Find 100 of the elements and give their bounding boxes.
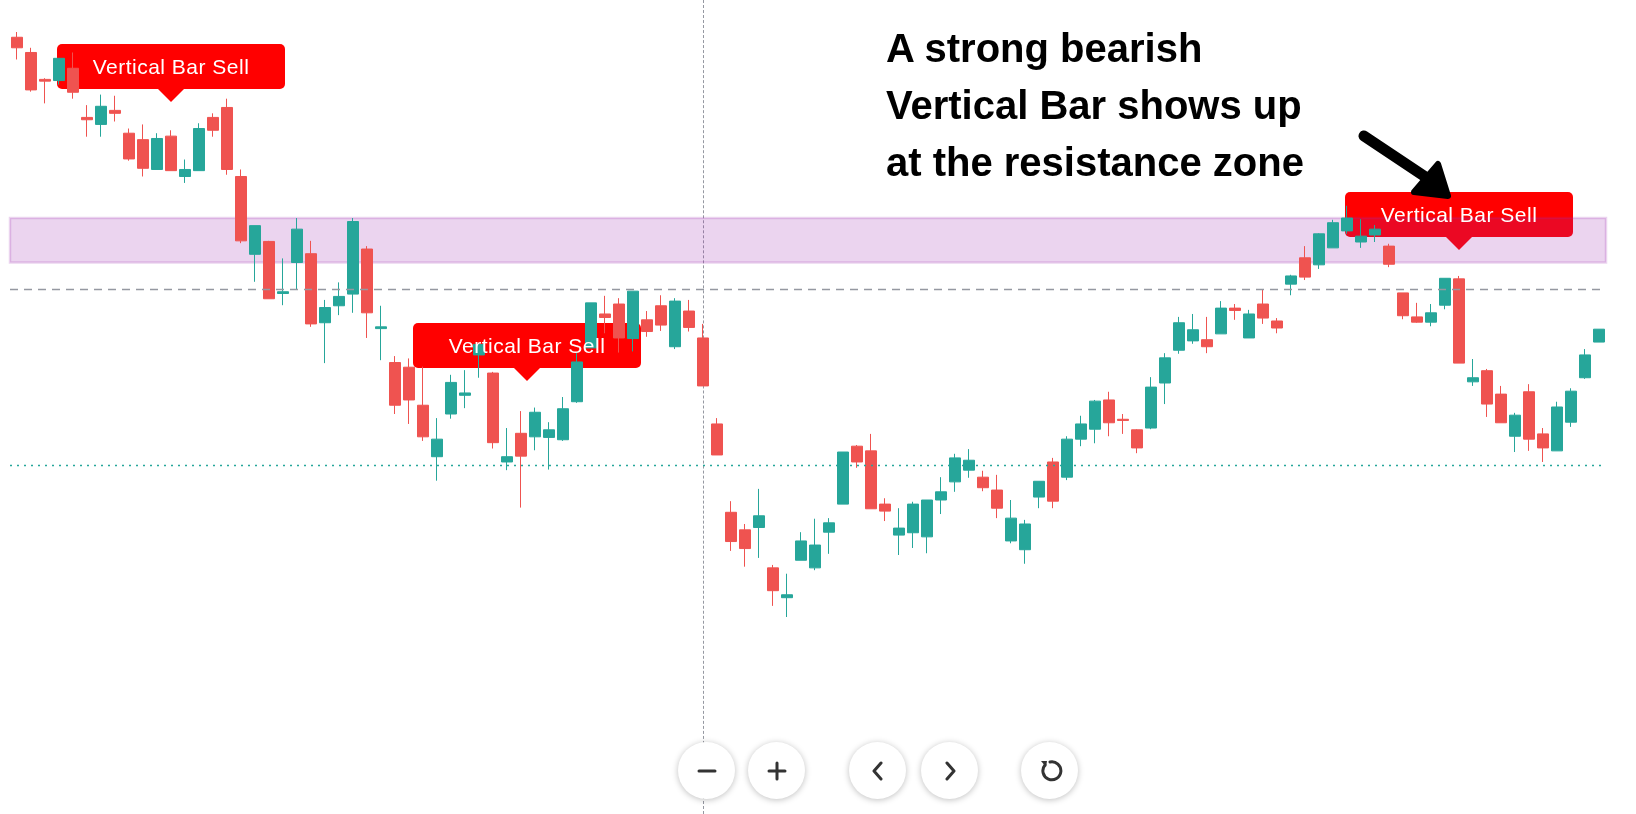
candlestick <box>1215 300 1227 335</box>
candlestick <box>809 518 821 571</box>
candlestick <box>935 476 947 515</box>
candlestick <box>1467 358 1479 387</box>
candlestick <box>879 497 891 522</box>
candlestick <box>753 488 765 559</box>
candlestick <box>557 396 569 442</box>
candlestick <box>697 323 709 387</box>
candlestick <box>249 225 261 283</box>
candlestick <box>1565 387 1577 428</box>
candlestick <box>1341 205 1353 235</box>
candlestick <box>1159 352 1171 405</box>
candlestick <box>1593 328 1605 343</box>
candlestick <box>1271 317 1283 334</box>
candlestick <box>1131 428 1143 454</box>
candlestick <box>1551 401 1563 452</box>
candlestick <box>1495 385 1507 424</box>
candlestick <box>1243 309 1255 339</box>
candlestick <box>1355 218 1367 249</box>
candlestick <box>1481 368 1493 418</box>
candlestick <box>1411 302 1423 324</box>
candlestick <box>305 240 317 328</box>
candlestick <box>711 417 723 456</box>
candlestick <box>921 499 933 554</box>
candlestick <box>235 168 247 244</box>
candlestick <box>1313 232 1325 270</box>
candlestick <box>991 474 1003 519</box>
candlestick <box>277 257 289 306</box>
candlestick <box>375 305 387 361</box>
candlestick <box>613 297 625 354</box>
candlestick <box>683 299 695 333</box>
candlestick <box>1145 376 1157 430</box>
candlestick <box>291 217 303 290</box>
candlestick <box>179 159 191 184</box>
candlestick <box>1383 243 1395 268</box>
candlestick <box>1453 275 1465 364</box>
candlestick <box>221 98 233 176</box>
candlestick <box>403 357 415 425</box>
candlestick <box>865 433 877 510</box>
candlestick <box>1047 457 1059 509</box>
candlestick <box>1299 245 1311 281</box>
candlestick <box>487 371 499 450</box>
candlestick <box>669 297 681 350</box>
candlestick <box>1005 499 1017 544</box>
candlestick <box>851 444 863 469</box>
candlestick <box>1229 303 1241 321</box>
candlestick <box>1285 274 1297 296</box>
candlestick <box>361 245 373 339</box>
candlestick <box>1509 412 1521 453</box>
candlestick <box>1425 303 1437 327</box>
candlestick <box>1201 316 1213 354</box>
candlestick <box>1117 413 1129 435</box>
candlestick <box>907 501 919 549</box>
candlestick <box>627 290 639 352</box>
candlestick <box>599 295 611 334</box>
candlestick <box>1075 415 1087 447</box>
candlestick <box>529 407 541 451</box>
candlestick <box>571 352 583 404</box>
candlestick <box>1257 289 1269 325</box>
candlestick <box>1397 292 1409 320</box>
candlestick <box>1327 219 1339 249</box>
annotation: Vertical Bar Sell <box>1345 192 1573 237</box>
candlestick <box>389 355 401 415</box>
candlestick <box>1103 391 1115 437</box>
candlestick <box>1187 313 1199 345</box>
candlestick <box>151 132 163 170</box>
candlestick <box>347 217 359 314</box>
candlestick <box>95 94 107 138</box>
annotation: Vertical Bar Sell <box>413 323 641 368</box>
candlestick <box>333 281 345 316</box>
candlestick <box>53 57 65 86</box>
candlestick <box>781 573 793 618</box>
candlestick <box>193 122 205 172</box>
candlestick <box>515 410 527 509</box>
candlestick <box>67 51 79 100</box>
candlestick <box>319 299 331 364</box>
candlestick <box>725 500 737 552</box>
candlestick <box>445 374 457 420</box>
candlestick <box>1173 316 1185 355</box>
candlestick <box>459 369 471 409</box>
candlestick <box>739 523 751 568</box>
candlestick <box>1369 224 1381 243</box>
annotation: Vertical Bar Sell <box>57 44 285 89</box>
candlestick <box>1439 277 1451 310</box>
candlestick <box>39 77 51 104</box>
candlestick <box>823 517 835 555</box>
candlestick <box>641 310 653 338</box>
candlestick <box>109 95 121 123</box>
candlestick <box>655 294 667 332</box>
candlestick <box>1019 519 1031 565</box>
candlestick <box>1089 399 1101 444</box>
candlestick <box>1579 348 1591 380</box>
candlestick <box>1537 427 1549 463</box>
candlestick <box>1033 480 1045 509</box>
candlestick <box>1523 383 1535 452</box>
candlestick <box>81 104 93 138</box>
candlestick <box>207 112 219 138</box>
candlestick <box>893 507 905 556</box>
candlestick <box>795 531 807 561</box>
annotation: A strong bearish Vertical Bar shows up at the resistance zone <box>886 25 1305 186</box>
